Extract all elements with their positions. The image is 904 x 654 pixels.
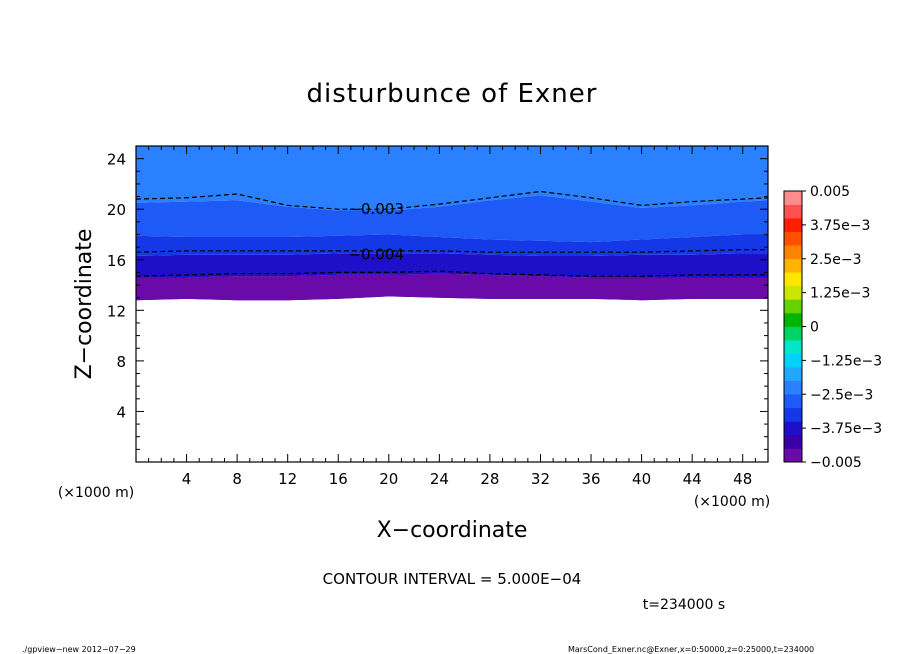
colorbar: 0.005 3.75e−3 2.5e−3 1.25e−3 0 −1.25e−3 −2.5e−…	[783, 184, 882, 471]
contour-line	[135, 190, 769, 210]
x-axis-label: X−coordinate	[377, 518, 528, 543]
x-tick-label: 16	[329, 470, 348, 488]
x-tick-label: 28	[480, 470, 499, 488]
y-tick-label: 12	[107, 302, 126, 320]
x-tick-label: 40	[632, 470, 651, 488]
colorbar-label: −2.5e−3	[810, 387, 873, 403]
y-tick-label: 16	[107, 252, 126, 270]
colorbar-cell	[784, 367, 802, 381]
x-axis: 4 8 12 16 20 24 28 32 36 40 44 48	[148, 146, 756, 488]
colorbar-cell	[784, 421, 802, 436]
x-tick-label: 32	[531, 470, 550, 488]
x-unit-right: (×1000 m)	[694, 494, 770, 510]
colorbar-label: −3.75e−3	[810, 421, 882, 437]
fill-band-bottom	[136, 273, 768, 301]
colorbar-cell	[784, 380, 802, 395]
colorbar-cell	[784, 272, 802, 287]
x-tick-label: 20	[379, 470, 398, 488]
contour-label: −0.004	[348, 246, 404, 264]
colorbar-cell	[784, 353, 802, 368]
contour-interval: CONTOUR INTERVAL = 5.000E−04	[323, 570, 582, 588]
x-tick-label: 24	[430, 470, 449, 488]
colorbar-cell	[784, 258, 802, 273]
fill-band-top	[136, 146, 768, 211]
colorbar-cell	[784, 285, 802, 300]
colorbar-label: 0	[810, 320, 819, 336]
fill-band	[136, 234, 768, 256]
y-tick-label: 4	[116, 403, 126, 421]
colorbar-cell	[784, 312, 802, 327]
colorbar-label: −1.25e−3	[810, 353, 882, 369]
contour-line	[135, 270, 768, 277]
colorbar-cell	[784, 407, 802, 422]
contour-label: −0.003	[348, 200, 404, 218]
colorbar-cell	[784, 245, 802, 260]
y-tick-label: 20	[107, 201, 126, 219]
fill-band	[136, 253, 768, 278]
x-tick-label: 48	[733, 470, 752, 488]
chart-title: disturbunce of Exner	[307, 79, 598, 109]
colorbar-label: −0.005	[810, 455, 862, 471]
colorbar-cell	[784, 394, 802, 409]
plot-area	[136, 146, 768, 462]
colorbar-cell	[784, 204, 802, 219]
colorbar-cell	[784, 231, 802, 246]
x-tick-label: 8	[232, 470, 242, 488]
colorbar-label: 2.5e−3	[810, 252, 862, 268]
footer-left: ./gpview−new 2012−07−29	[22, 645, 136, 654]
contour-lines	[135, 190, 769, 277]
time-label: t=234000 s	[643, 597, 725, 613]
x-tick-label: 4	[182, 470, 192, 488]
colorbar-label: 3.75e−3	[810, 218, 870, 234]
x-unit-left: (×1000 m)	[58, 485, 134, 501]
footer-right: MarsCond_Exner.nc@Exner,x=0:50000,z=0:25…	[568, 645, 814, 654]
y-tick-label: 24	[107, 151, 126, 169]
colorbar-cell	[784, 191, 802, 205]
colorbar-label: 0.005	[810, 184, 850, 200]
colorbar-cell	[784, 218, 802, 232]
x-tick-label: 12	[278, 470, 297, 488]
colorbar-label: 1.25e−3	[810, 286, 870, 302]
colorbar-cell	[784, 299, 802, 314]
colorbar-cell	[784, 434, 802, 449]
contour-line	[135, 249, 768, 253]
colorbar-cell	[784, 448, 802, 463]
y-axis: 4 8 12 16 20 24	[107, 151, 768, 450]
x-tick-label: 44	[683, 470, 702, 488]
y-tick-label: 8	[116, 353, 126, 371]
colorbar-cell	[784, 340, 802, 354]
x-tick-label: 36	[581, 470, 600, 488]
y-axis-label: Z−coordinate	[72, 229, 97, 380]
fill-band	[136, 195, 768, 243]
contour-labels: −0.003 −0.004	[348, 200, 404, 264]
colorbar-cell	[784, 326, 802, 341]
